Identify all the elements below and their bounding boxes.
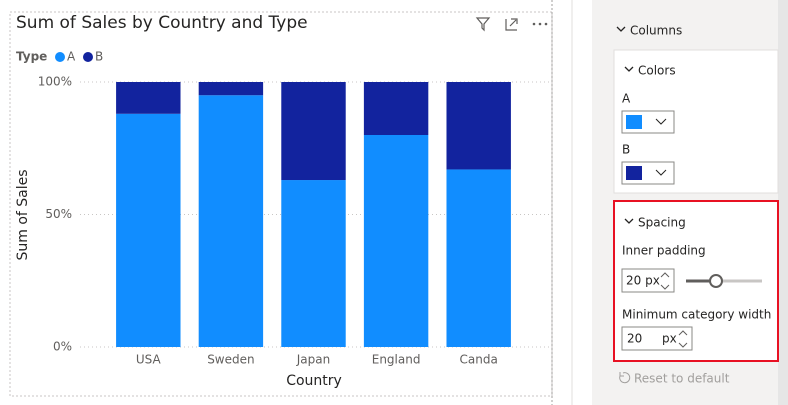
more-icon[interactable] <box>532 22 548 26</box>
reset-button[interactable]: Reset to default <box>634 372 730 386</box>
card-heading[interactable]: Colors <box>638 64 676 78</box>
y-axis-title: Sum of Sales <box>15 169 31 260</box>
filter-icon[interactable] <box>475 17 491 32</box>
bar-segment <box>363 135 429 347</box>
bar-segment <box>281 82 346 181</box>
x-tick-label: England <box>372 353 421 367</box>
color-swatch <box>626 115 642 129</box>
field-label: Minimum category width <box>622 308 771 322</box>
focus-icon[interactable] <box>505 18 518 31</box>
scrollbar[interactable] <box>778 0 788 405</box>
x-tick-label: Canda <box>460 353 498 367</box>
card-heading[interactable]: Spacing <box>638 216 686 230</box>
y-tick-label: 100% <box>38 75 72 89</box>
bar-segment <box>446 82 511 170</box>
bar-segment <box>198 95 264 347</box>
bar-segment <box>116 82 181 114</box>
bar-segment <box>198 82 264 96</box>
x-tick-label: Sweden <box>207 353 254 367</box>
field-label: A <box>622 92 631 106</box>
bar-segment <box>363 82 429 135</box>
reset-icon <box>619 372 631 384</box>
visual-icons[interactable] <box>475 17 548 32</box>
spinner[interactable] <box>678 330 688 348</box>
field-label: B <box>622 143 630 157</box>
legend-marker <box>55 52 65 62</box>
y-tick-label: 0% <box>53 340 72 354</box>
number-input[interactable] <box>621 326 693 351</box>
dropdown-arrow <box>655 169 667 176</box>
y-tick-label: 50% <box>45 207 72 221</box>
section-heading[interactable]: Columns <box>630 24 682 38</box>
bar-segment <box>281 180 346 347</box>
x-tick-label: Japan <box>296 353 330 367</box>
legend-title: Type <box>16 50 47 64</box>
input-value: 20 px <box>626 274 660 288</box>
field-label: Inner padding <box>622 244 706 258</box>
bar-segment <box>446 169 511 347</box>
plot: A B 0% 50% 100% USA Sweden Japan England Canda <box>38 50 550 367</box>
legend-marker <box>83 52 93 62</box>
format-pane: Columns Colors A B Spacing Inner padding… <box>592 0 788 405</box>
number-input[interactable] <box>621 268 675 293</box>
x-tick-label: USA <box>136 353 162 367</box>
legend-label: A <box>67 50 76 64</box>
slider-thumb[interactable] <box>709 274 723 288</box>
input-value: 20 <box>627 332 642 346</box>
dropdown-arrow <box>655 118 667 125</box>
chevron <box>616 26 626 32</box>
legend-label: B <box>95 50 103 64</box>
chevron <box>624 218 634 224</box>
chevron <box>624 66 634 72</box>
bar-segment <box>116 113 181 347</box>
spinner[interactable] <box>660 272 670 290</box>
chart-title: Sum of Sales by Country and Type <box>16 13 308 33</box>
input-unit: px <box>662 332 677 346</box>
color-swatch <box>626 166 642 180</box>
x-axis-title: Country <box>286 373 342 389</box>
